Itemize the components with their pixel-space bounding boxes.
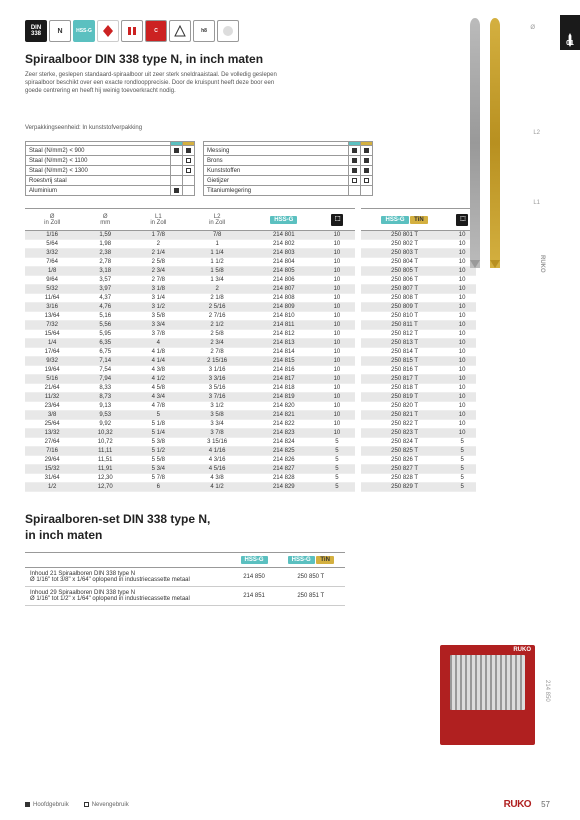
page-footer: Hoofdgebruik Nevengebruik RUKO 57: [25, 799, 550, 810]
set-image-label: 214 850: [544, 680, 550, 702]
page-title: Spiraalboor DIN 338 type N, in inch mate…: [25, 52, 285, 66]
set-table: HSS-G HSS-G TiN Inhoud 21 Spiraalboren D…: [25, 552, 345, 606]
set-title-1: Spiraalboren-set DIN 338 type N,: [25, 512, 550, 526]
ruko-watermark: RUKO: [539, 255, 545, 273]
ruko-logo: RUKO: [504, 799, 531, 810]
spec-icon-5: h8: [193, 20, 215, 42]
spec-icon-3: C: [145, 20, 167, 42]
packing-note: Verpakkingseenheid: In kunststofverpakki…: [25, 125, 285, 131]
description: Zeer sterke, geslepen standaard-spiraalb…: [25, 72, 285, 95]
spec-icon-4: [169, 20, 191, 42]
page-number: 57: [541, 800, 550, 809]
spec-icon-1: [97, 20, 119, 42]
set-title-2: in inch maten: [25, 528, 550, 542]
product-image: [445, 18, 525, 273]
spec-icon-2: [121, 20, 143, 42]
din-icon: DIN 338: [25, 20, 47, 42]
spec-icon-6: [217, 20, 239, 42]
type-n-icon: N: [49, 20, 71, 42]
hssg-icon: HSS-G: [73, 20, 95, 42]
set-product-image: RUKO: [440, 645, 535, 745]
chapter-tab: 01: [560, 15, 580, 50]
